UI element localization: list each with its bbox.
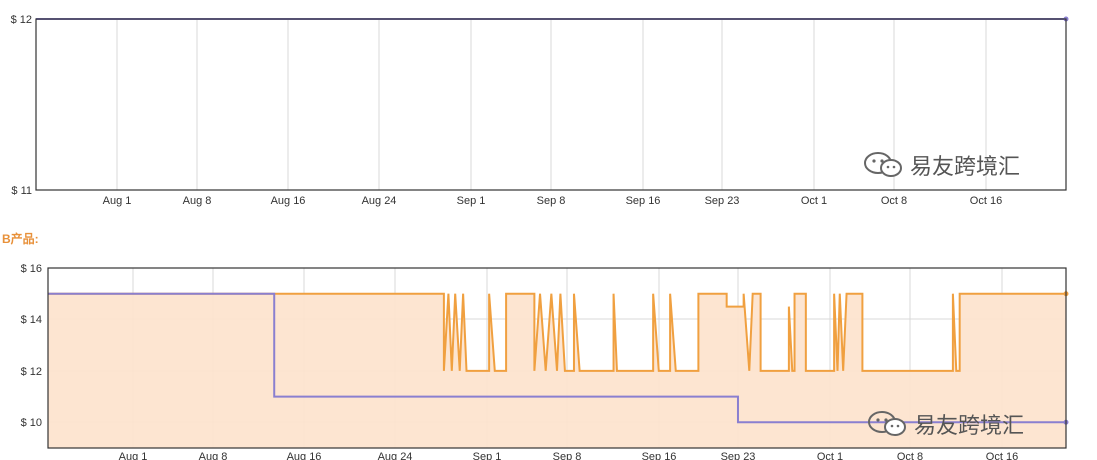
series-line-amazon-price xyxy=(48,292,1066,424)
watermark-bottom: 易友跨境汇 xyxy=(866,408,1024,440)
x-tick-label: Sep 16 xyxy=(626,195,661,207)
y-tick-label: $ 12 xyxy=(11,14,32,26)
y-tick-label: $ 11 xyxy=(11,185,32,197)
wechat-icon xyxy=(864,152,902,177)
x-tick-label: Oct 16 xyxy=(986,451,1018,460)
x-tick-label: Sep 8 xyxy=(553,451,582,460)
x-tick-label: Aug 1 xyxy=(103,195,132,207)
watermark-text: 易友跨境汇 xyxy=(914,414,1025,439)
x-tick-label: Sep 1 xyxy=(473,451,502,460)
x-tick-label: Sep 8 xyxy=(537,195,566,207)
y-tick-label: $ 10 xyxy=(21,417,42,429)
plot-frame-1 xyxy=(35,18,1067,191)
x-tick-label: Oct 8 xyxy=(897,451,923,460)
watermark-top: 易友跨境汇 xyxy=(862,149,1020,181)
x-tick-label: Oct 8 xyxy=(881,195,907,207)
x-tick-label: Sep 1 xyxy=(457,195,486,207)
series-line-third-party-price xyxy=(48,292,1066,372)
plot-frame-2 xyxy=(47,267,1067,449)
x-tick-label: Aug 8 xyxy=(183,195,212,207)
section-label-product-b: B产品: xyxy=(2,232,39,246)
y-tick-label: $ 16 xyxy=(21,263,42,275)
y-tick-label: $ 12 xyxy=(21,366,42,378)
x-tick-label: Sep 23 xyxy=(721,451,756,460)
x-tick-label: Aug 24 xyxy=(378,451,413,460)
x-tick-label: Aug 1 xyxy=(119,451,148,460)
x-tick-label: Aug 16 xyxy=(271,195,306,207)
x-tick-label: Sep 16 xyxy=(642,451,677,460)
x-tick-label: Oct 1 xyxy=(801,195,827,207)
x-tick-label: Oct 1 xyxy=(817,451,843,460)
x-tick-label: Oct 16 xyxy=(970,195,1002,207)
watermark-text: 易友跨境汇 xyxy=(910,155,1021,180)
x-tick-label: Sep 23 xyxy=(705,195,740,207)
x-tick-label: Aug 24 xyxy=(362,195,397,207)
x-tick-label: Aug 16 xyxy=(287,451,322,460)
y-tick-label: $ 14 xyxy=(21,314,42,326)
wechat-icon xyxy=(868,411,906,436)
x-tick-label: Aug 8 xyxy=(199,451,228,460)
